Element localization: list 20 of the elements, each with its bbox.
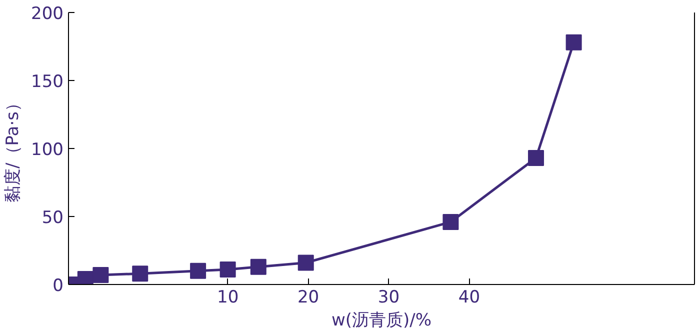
y-axis-title: 黏度/（Pa·s） [3,94,24,202]
x-axis-title: w(沥青质)/% [331,310,432,330]
point [442,214,459,230]
y-tick-label: 50 [42,208,64,228]
point [250,258,266,275]
y-tick-label: 100 [31,140,64,160]
point [566,34,582,50]
point [132,266,148,282]
x-tick-label: 30 [378,288,400,308]
x-tick-label: 10 [217,288,239,308]
point [190,262,206,279]
y-tick-label: 0 [52,276,64,296]
point [528,150,544,166]
y-tick-label: 200 [31,4,64,24]
y-tick-label: 150 [31,72,64,92]
point [220,262,236,278]
point [92,266,109,283]
x-tick-label: 40 [458,288,480,308]
point [298,254,314,271]
x-tick-label: 20 [297,288,320,308]
